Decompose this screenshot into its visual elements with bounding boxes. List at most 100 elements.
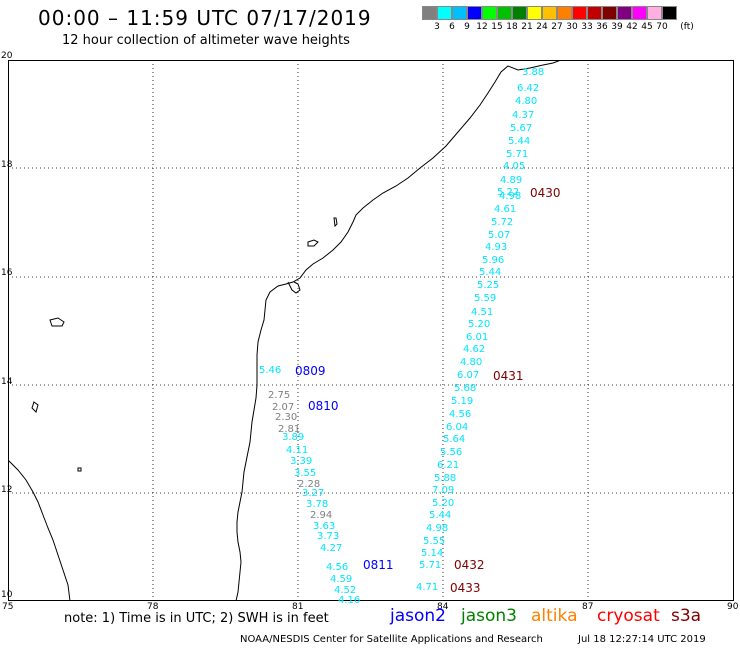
satellite-legend-altika: altika — [531, 606, 578, 626]
legend-unit: (ft) — [680, 22, 694, 32]
swh-value: 5.46 — [259, 365, 282, 376]
legend-swatch — [572, 6, 587, 20]
legend-tick-label: 30 — [566, 22, 578, 32]
swh-value: 5.71 — [506, 149, 529, 160]
pass-time-label: 0809 — [295, 364, 326, 378]
swh-value: 4.37 — [512, 110, 535, 121]
swh-value: 3.63 — [313, 521, 336, 532]
swh-value: 4.59 — [330, 574, 353, 585]
legend-swatch — [662, 6, 677, 20]
swh-value: 5.22 — [497, 187, 520, 198]
note-text: note: 1) Time is in UTC; 2) SWH is in fe… — [64, 611, 329, 626]
swh-value: 3.78 — [306, 499, 329, 510]
legend-swatch — [452, 6, 467, 20]
legend-tick-label: 3 — [434, 22, 440, 32]
swh-value: 5.55 — [423, 536, 446, 547]
color-scale-legend — [422, 6, 677, 20]
coastline-bay — [287, 281, 301, 294]
swh-value: 5.20 — [432, 498, 455, 509]
latitude-label: 20 — [1, 51, 13, 61]
swh-value: 4.52 — [334, 585, 357, 596]
swh-value: 5.64 — [443, 434, 466, 445]
swh-value: 4.71 — [416, 582, 439, 593]
swh-value: 2.28 — [298, 479, 321, 490]
legend-tick-label: 24 — [536, 22, 548, 32]
latitude-label: 14 — [1, 377, 13, 387]
longitude-label: 87 — [582, 602, 594, 612]
swh-value: 4.89 — [500, 175, 523, 186]
swh-value: 4.61 — [494, 204, 517, 215]
coastline-west — [8, 459, 71, 601]
swh-value: 2.94 — [310, 510, 333, 521]
swh-value: 3.27 — [302, 488, 325, 499]
legend-swatch — [422, 6, 437, 20]
page-title: 00:00 – 11:59 UTC 07/17/2019 — [38, 6, 372, 30]
map-panel — [8, 60, 734, 601]
satellite-legend-jason3: jason3 — [461, 606, 517, 626]
swh-value: 4.05 — [503, 161, 526, 172]
legend-tick-label: 12 — [476, 22, 488, 32]
longitude-label: 84 — [437, 602, 449, 612]
legend-swatch — [602, 6, 617, 20]
swh-value: 7.09 — [432, 485, 455, 496]
swh-value: 5.72 — [491, 217, 514, 228]
coastline-main — [235, 60, 562, 601]
lat-lon-grid — [8, 60, 734, 601]
swh-value: 4.56 — [326, 562, 349, 573]
legend-tick-label: 18 — [506, 22, 518, 32]
swh-value: 4.98 — [426, 523, 449, 534]
swh-value: 6.42 — [517, 83, 540, 94]
swh-value: 5.68 — [454, 383, 477, 394]
map-border — [8, 60, 734, 601]
legend-tick-label: 42 — [626, 22, 638, 32]
legend-tick-label: 27 — [551, 22, 563, 32]
legend-tick-label: 9 — [464, 22, 470, 32]
legend-swatch — [632, 6, 647, 20]
coastline — [8, 60, 562, 601]
swh-value: 5.88 — [434, 473, 457, 484]
pass-time-label: 0811 — [363, 558, 394, 572]
legend-swatch — [617, 6, 632, 20]
legend-tick-label: 33 — [581, 22, 593, 32]
legend-swatch — [527, 6, 542, 20]
legend-swatch — [467, 6, 482, 20]
page-subtitle: 12 hour collection of altimeter wave hei… — [62, 33, 350, 48]
swh-value: 4.98 — [499, 191, 522, 202]
legend-swatch — [542, 6, 557, 20]
swh-value: 4.62 — [463, 344, 486, 355]
satellite-legend-jason2: jason2 — [390, 606, 446, 626]
legend-swatch — [512, 6, 527, 20]
swh-value: 3.55 — [294, 468, 317, 479]
legend-swatch — [647, 6, 662, 20]
swh-value: 5.71 — [419, 560, 442, 571]
pass-time-label: 0433 — [450, 581, 481, 595]
latitude-label: 16 — [1, 268, 13, 278]
legend-tick-label: 39 — [611, 22, 623, 32]
swh-value: 5.96 — [482, 255, 505, 266]
swh-value: 5.19 — [451, 396, 474, 407]
swh-value: 5.56 — [440, 447, 463, 458]
legend-tick-label: 70 — [656, 22, 668, 32]
swh-value: 3.89 — [282, 432, 305, 443]
swh-value: 5.44 — [429, 510, 452, 521]
island-cay-2 — [307, 239, 319, 247]
footer-credit: NOAA/NESDIS Center for Satellite Applica… — [240, 634, 543, 645]
pass-time-label: 0431 — [493, 369, 524, 383]
swh-value: 3.39 — [290, 456, 313, 467]
longitude-label: 81 — [292, 602, 304, 612]
swh-value: 3.88 — [522, 67, 545, 78]
swh-value: 3.73 — [317, 531, 340, 542]
swh-value: 5.20 — [468, 319, 491, 330]
pass-time-label: 0430 — [530, 186, 561, 200]
swh-value: 4.11 — [286, 445, 309, 456]
footer-timestamp: Jul 18 12:27:14 UTC 2019 — [578, 634, 706, 645]
legend-swatch — [437, 6, 452, 20]
legend-tick-label: 21 — [521, 22, 533, 32]
swh-value: 4.51 — [471, 307, 494, 318]
swh-value: 6.07 — [457, 370, 480, 381]
swh-value: 6.21 — [437, 460, 460, 471]
satellite-legend-s3a: s3a — [671, 606, 702, 626]
satellite-legend-cryosat: cryosat — [597, 606, 660, 626]
latitude-label: 18 — [1, 160, 13, 170]
